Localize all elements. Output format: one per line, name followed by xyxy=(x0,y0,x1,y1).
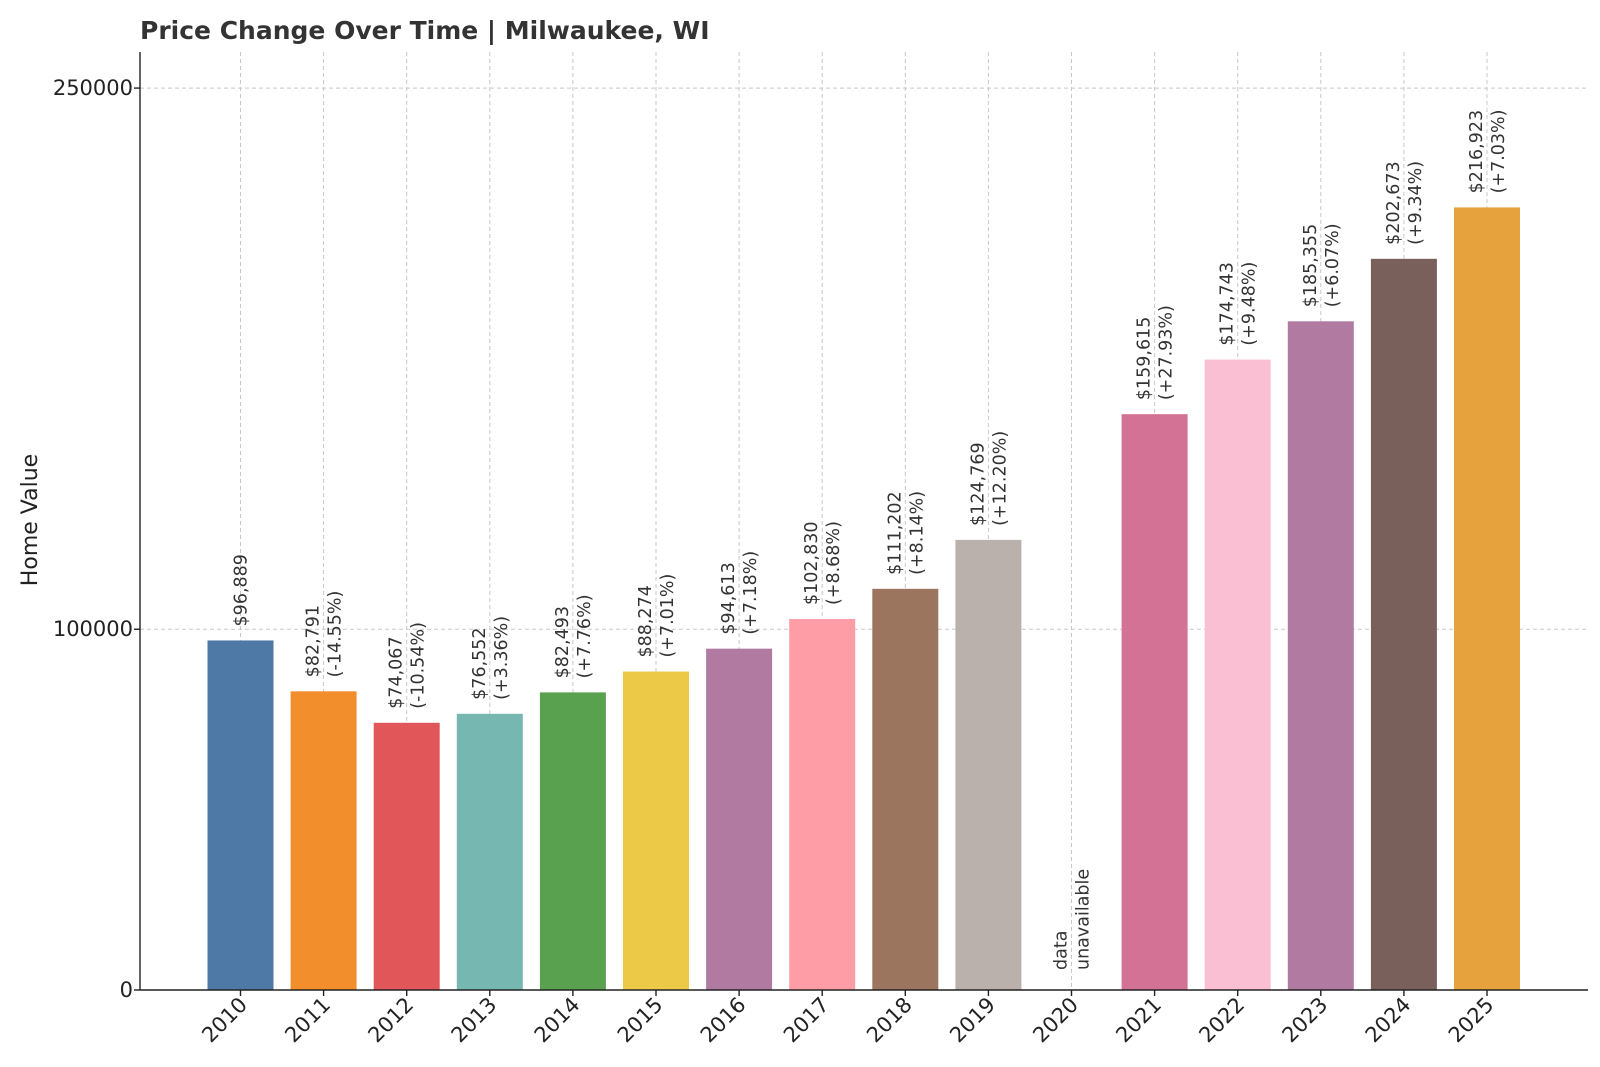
bar-labels: $96,889$82,791 (-14.55%) $74,067 (-10.54%) $… xyxy=(232,109,1510,970)
bar-2016 xyxy=(706,648,773,990)
y-tick-label: 0 xyxy=(120,978,133,1002)
bar-label-2021: $159,615 (+27.93%) xyxy=(1135,305,1177,400)
change-label: unavailable xyxy=(1074,869,1094,970)
bar-label-2013: $76,552 (+3.36%) xyxy=(470,616,512,700)
x-tick-label: 2018 xyxy=(862,993,917,1048)
grid-lines xyxy=(140,52,1588,990)
x-tick-label: 2021 xyxy=(1111,993,1166,1048)
value-label: $88,274 xyxy=(636,585,656,657)
bar-2018 xyxy=(872,588,939,990)
bars xyxy=(207,207,1520,990)
value-label: $111,202 xyxy=(885,491,905,575)
bar-label-2014: $82,493 (+7.76%) xyxy=(553,594,595,678)
x-tick-label: 2019 xyxy=(945,993,1000,1048)
x-tick-label: 2022 xyxy=(1194,993,1249,1048)
bar-2010 xyxy=(207,640,274,990)
y-tick-label: 250000 xyxy=(53,76,133,100)
y-axis-label: Home Value xyxy=(18,454,43,586)
bar-2023 xyxy=(1287,321,1354,990)
change-label: (+9.34%) xyxy=(1406,161,1426,245)
bar-2024 xyxy=(1370,258,1437,990)
change-label: (+7.76%) xyxy=(575,594,595,678)
change-label: (+6.07%) xyxy=(1323,223,1343,307)
x-tick-label: 2020 xyxy=(1028,993,1083,1048)
value-label: $202,673 xyxy=(1384,161,1404,245)
bar-2025 xyxy=(1454,207,1520,990)
change-label: (+7.03%) xyxy=(1489,109,1509,193)
x-tick-label: 2011 xyxy=(280,993,335,1048)
x-tick-label: 2017 xyxy=(779,993,834,1048)
change-label: (+8.14%) xyxy=(907,491,927,575)
value-label: $74,067 xyxy=(387,636,407,708)
change-label: (+12.20%) xyxy=(990,431,1010,526)
bar-label-2022: $174,743 (+9.48%) xyxy=(1218,262,1260,346)
bar-2015 xyxy=(623,671,689,990)
value-label: $82,791 xyxy=(304,605,324,677)
bar-2022 xyxy=(1204,359,1271,990)
x-tick-label: 2024 xyxy=(1361,993,1416,1048)
value-label: data xyxy=(1052,931,1072,970)
x-tick-label: 2010 xyxy=(197,993,252,1048)
bar-label-2019: $124,769 (+12.20%) xyxy=(968,431,1010,526)
x-tick-label: 2014 xyxy=(530,993,585,1048)
x-tick-label: 2015 xyxy=(613,993,668,1048)
bar-label-2010: $96,889 xyxy=(232,554,252,626)
change-label: (+27.93%) xyxy=(1157,305,1177,400)
value-label: $174,743 xyxy=(1218,262,1238,346)
y-tick-label: 100000 xyxy=(53,617,133,641)
bar-label-2024: $202,673 (+9.34%) xyxy=(1384,161,1426,245)
x-tick-label: 2013 xyxy=(447,993,502,1048)
bar-2011 xyxy=(290,691,357,990)
value-label: $185,355 xyxy=(1301,224,1321,308)
value-label: $94,613 xyxy=(719,562,739,634)
bar-label-2020: data unavailable xyxy=(1052,869,1094,970)
change-label: (-14.55%) xyxy=(326,591,346,678)
bar-label-2017: $102,830 (+8.68%) xyxy=(802,521,844,605)
value-label: $82,493 xyxy=(553,606,573,678)
change-label: (+3.36%) xyxy=(492,616,512,700)
bar-label-2016: $94,613 (+7.18%) xyxy=(719,551,761,635)
x-tick-label: 2012 xyxy=(363,993,418,1048)
bar-label-2025: $216,923 (+7.03%) xyxy=(1467,109,1509,193)
x-tick-label: 2023 xyxy=(1278,993,1333,1048)
x-tick-label: 2016 xyxy=(696,993,751,1048)
x-tick-label: 2025 xyxy=(1444,993,1499,1048)
value-label: $96,889 xyxy=(232,554,252,626)
bar-label-2011: $82,791 (-14.55%) xyxy=(304,591,346,678)
bar-2021 xyxy=(1121,414,1188,990)
change-label: (+8.68%) xyxy=(824,521,844,605)
bar-2019 xyxy=(955,539,1022,990)
value-label: $124,769 xyxy=(968,442,988,526)
value-label: $76,552 xyxy=(470,627,490,699)
change-label: (+7.18%) xyxy=(741,551,761,635)
bar-label-2012: $74,067 (-10.54%) xyxy=(387,622,429,709)
change-label: (-10.54%) xyxy=(409,622,429,709)
value-label: $216,923 xyxy=(1467,110,1487,194)
value-label: $159,615 xyxy=(1135,317,1155,401)
value-label: $102,830 xyxy=(802,522,822,606)
bar-label-2015: $88,274 (+7.01%) xyxy=(636,574,678,658)
bar-2013 xyxy=(456,713,523,990)
change-label: (+9.48%) xyxy=(1240,262,1260,346)
bar-label-2023: $185,355 (+6.07%) xyxy=(1301,223,1343,307)
bar-2014 xyxy=(539,692,606,990)
chart-title: Price Change Over Time | Milwaukee, WI xyxy=(140,16,710,45)
bar-label-2018: $111,202 (+8.14%) xyxy=(885,491,927,575)
change-label: (+7.01%) xyxy=(658,574,678,658)
bar-2017 xyxy=(789,619,856,990)
bar-2012 xyxy=(373,722,440,990)
